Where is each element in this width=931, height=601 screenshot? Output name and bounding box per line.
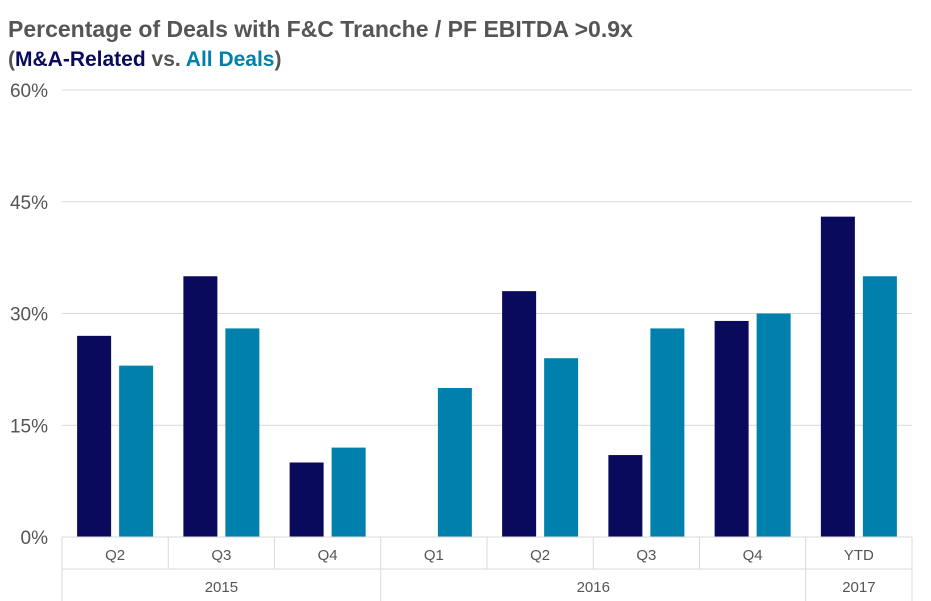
- bar: [183, 276, 218, 537]
- bar: [289, 462, 324, 537]
- y-tick-label: 60%: [10, 81, 48, 102]
- y-tick-label: 45%: [10, 193, 48, 214]
- x-tick-label: Q1: [424, 547, 444, 564]
- bar: [608, 455, 643, 537]
- bar: [119, 365, 154, 537]
- x-tick-label: Q2: [530, 547, 550, 564]
- chart-subtitle: (M&A-Related vs. All Deals): [8, 48, 282, 72]
- bar: [544, 358, 579, 537]
- y-tick-label: 15%: [10, 416, 48, 437]
- chart-title: Percentage of Deals with F&C Tranche / P…: [8, 16, 633, 42]
- x-tick-label: Q4: [743, 547, 763, 564]
- y-tick-label: 0%: [21, 528, 49, 549]
- subtitle-close: ): [274, 48, 282, 71]
- bar: [502, 291, 537, 537]
- x-tick-label: Q3: [636, 547, 656, 564]
- bar: [437, 388, 472, 537]
- bar: [225, 328, 260, 537]
- subtitle-series-a: M&A-Related: [15, 48, 146, 71]
- group-label: 2015: [205, 579, 238, 596]
- subtitle-middle: vs.: [145, 48, 186, 71]
- x-tick-label: Q2: [105, 547, 125, 564]
- x-tick-label: Q4: [318, 547, 338, 564]
- y-tick-label: 30%: [10, 305, 48, 326]
- x-tick-label: Q3: [211, 547, 231, 564]
- bar: [820, 216, 855, 537]
- bar: [77, 335, 112, 537]
- bar: [714, 320, 749, 537]
- subtitle-open: (: [8, 48, 15, 71]
- x-tick-label: YTD: [844, 547, 874, 564]
- bar: [862, 276, 897, 537]
- bar: [756, 313, 791, 537]
- group-label: 2017: [842, 579, 875, 596]
- bar: [331, 447, 366, 537]
- group-label: 2016: [577, 579, 610, 596]
- bar: [650, 328, 685, 537]
- subtitle-series-b: All Deals: [185, 48, 275, 71]
